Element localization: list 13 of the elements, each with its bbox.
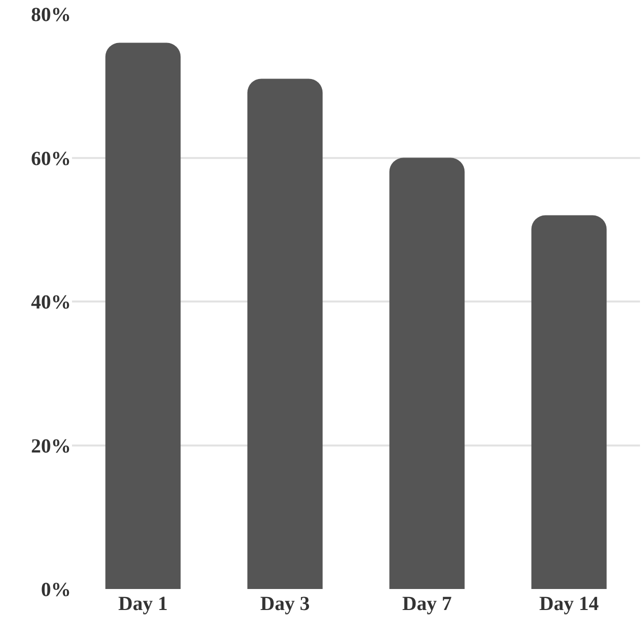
bar — [389, 158, 465, 589]
y-tick-label: 60% — [31, 148, 71, 170]
y-tick-label: 0% — [41, 579, 71, 601]
x-tick-label: Day 7 — [402, 593, 452, 615]
x-tick-label: Day 1 — [118, 593, 168, 615]
x-tick-label: Day 3 — [260, 593, 310, 615]
y-tick-label: 40% — [31, 292, 71, 314]
bar — [247, 78, 323, 589]
y-tick-label: 80% — [31, 4, 71, 26]
bar — [531, 215, 607, 589]
y-tick-label: 20% — [31, 435, 71, 458]
bar — [105, 42, 181, 589]
x-tick-label: Day 14 — [539, 593, 599, 615]
